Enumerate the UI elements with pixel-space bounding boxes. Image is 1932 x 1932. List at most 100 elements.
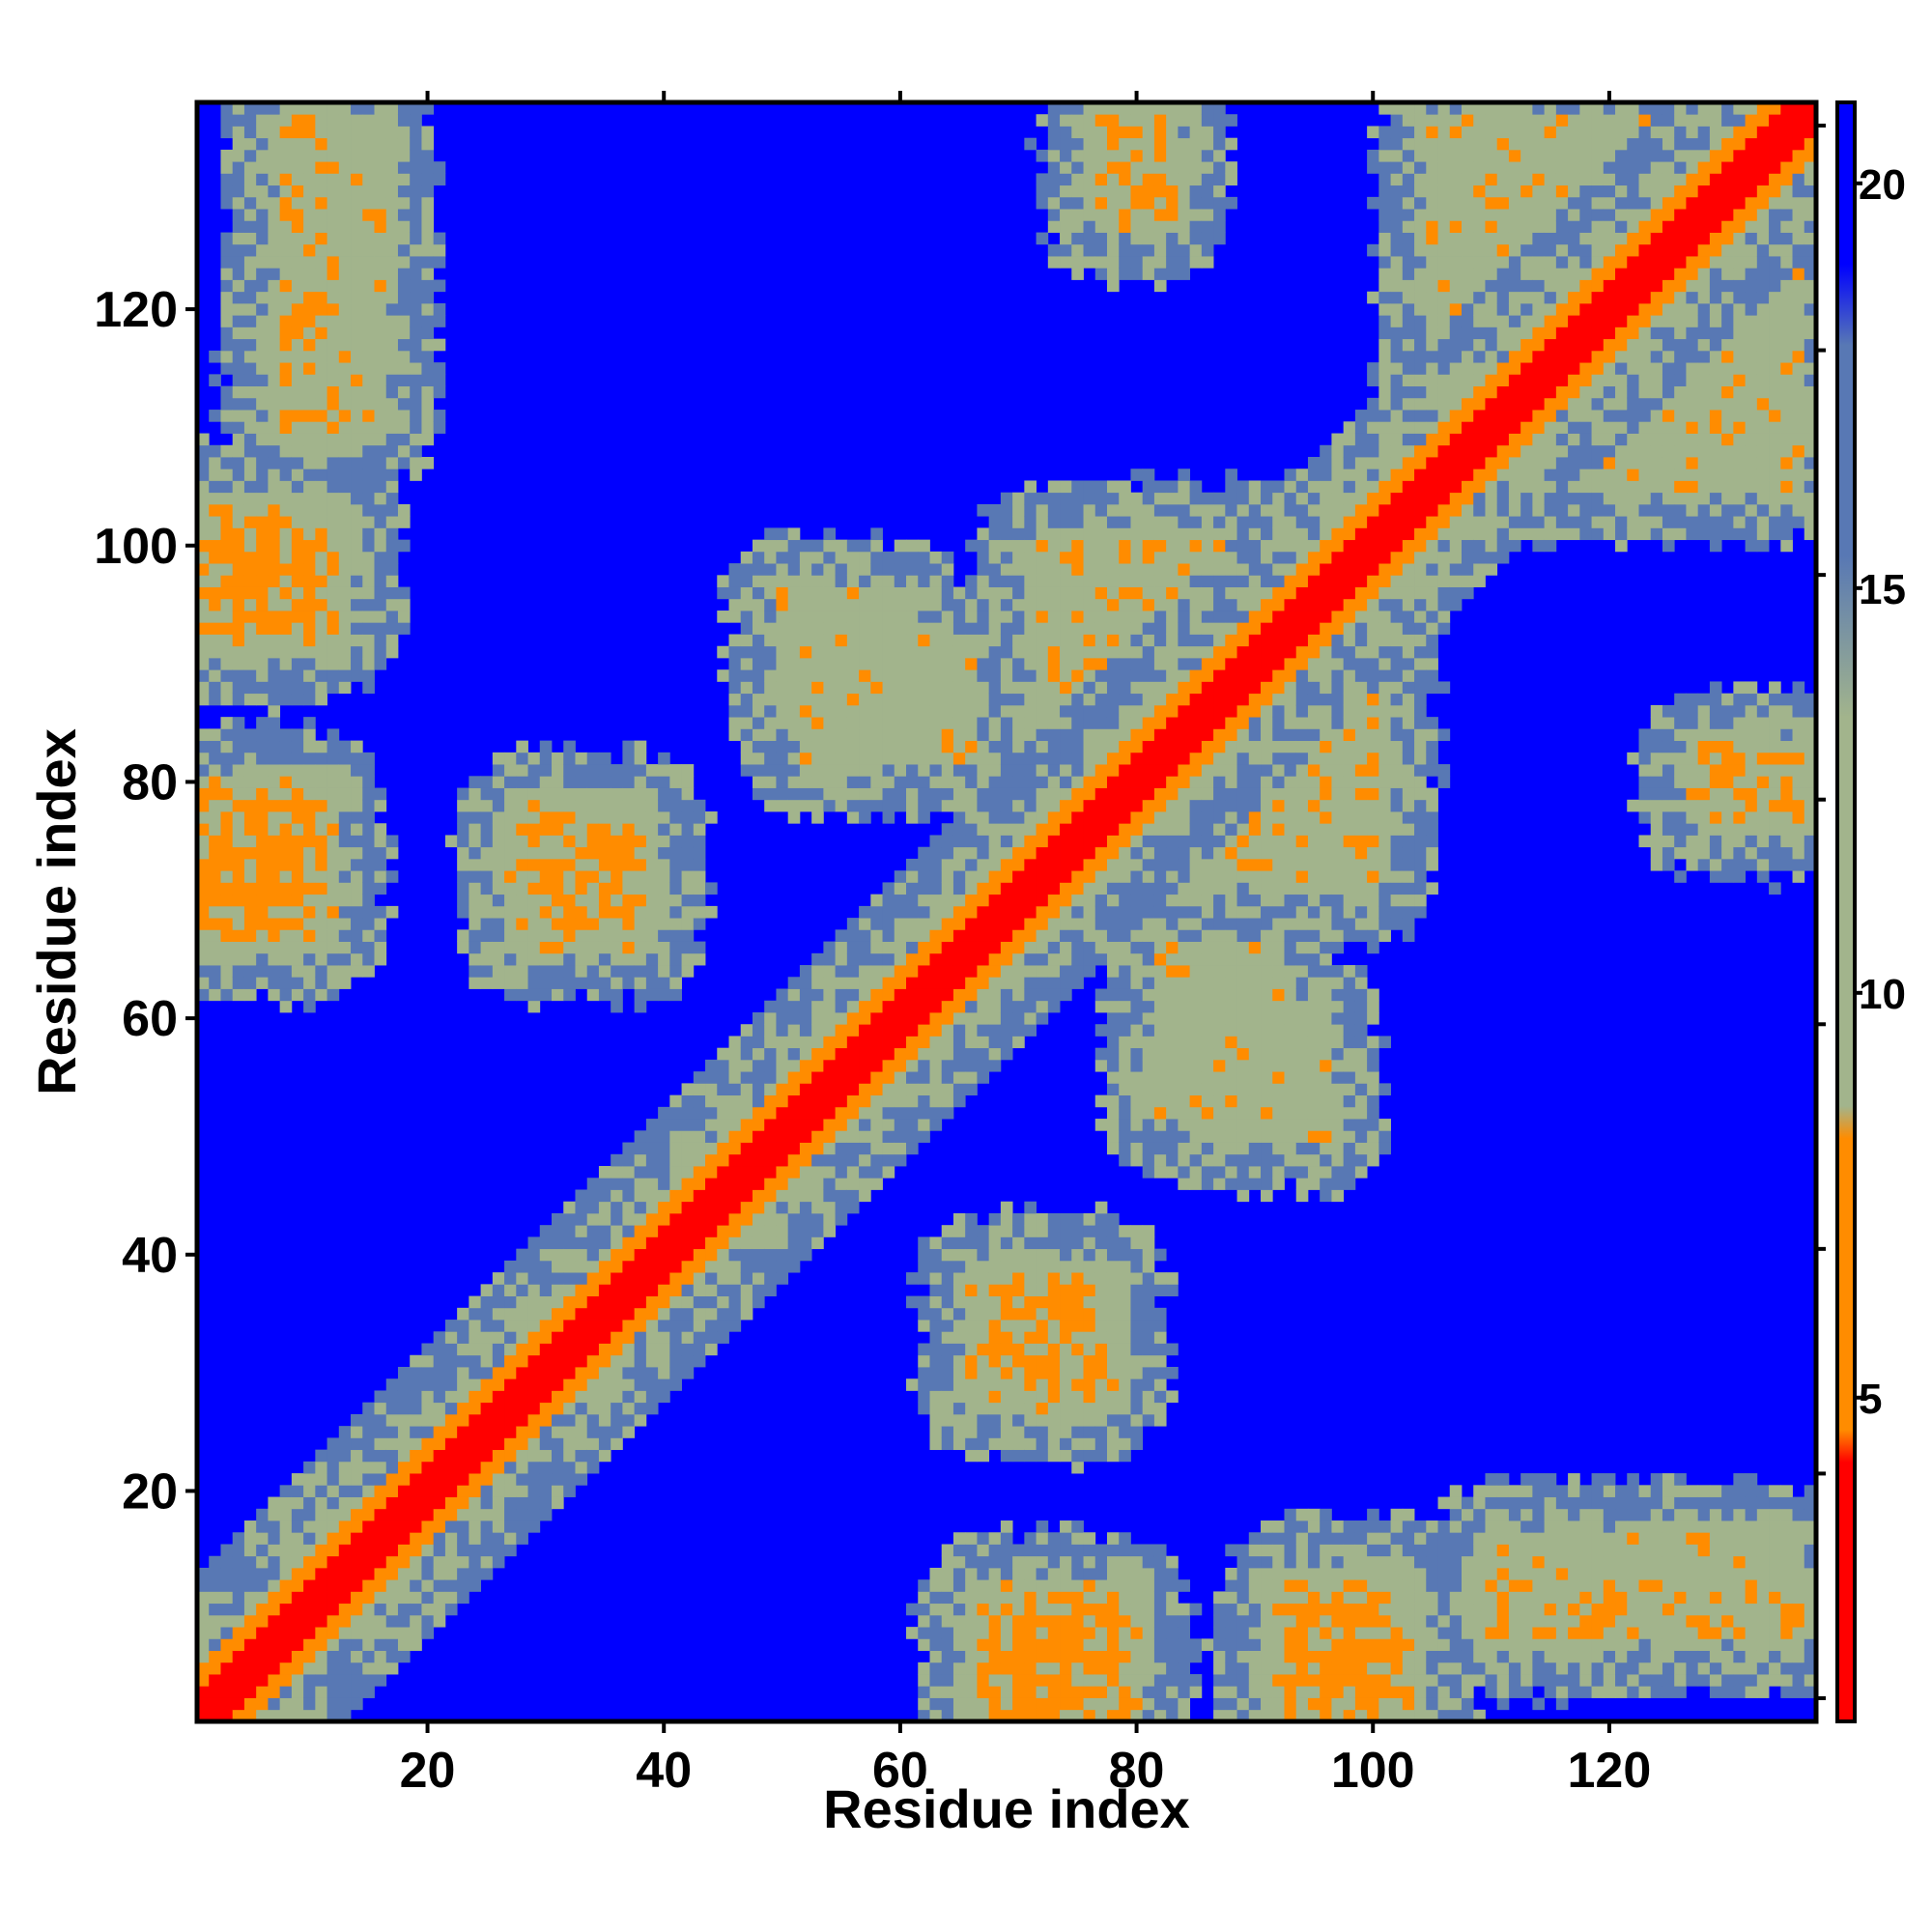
heatmap-cell [397,433,411,446]
heatmap-cell [1000,516,1013,528]
heatmap-cell [882,740,895,753]
heatmap-cell [1106,503,1120,517]
heatmap-cell [516,1320,528,1332]
heatmap-cell [243,870,257,883]
heatmap-cell [243,161,257,174]
heatmap-cell [504,1378,517,1391]
heatmap-cell [977,823,990,836]
heatmap-cell [634,918,647,930]
heatmap-cell [256,444,269,458]
heatmap-cell [303,563,316,576]
heatmap-cell [823,776,837,788]
heatmap-cell [835,1036,848,1049]
heatmap-cell [1012,988,1025,1002]
heatmap-cell [681,1320,695,1332]
heatmap-cell [1047,941,1061,954]
heatmap-cell [563,1284,576,1296]
heatmap-cell [480,1449,494,1463]
heatmap-cell [1060,1603,1072,1616]
heatmap-cell [1036,1225,1049,1237]
heatmap-cell [882,965,895,978]
heatmap-cell [799,1106,812,1120]
heatmap-cell [941,1248,954,1262]
heatmap-cell [516,1378,528,1391]
heatmap-cell [870,1142,883,1155]
heatmap-cell [303,444,316,458]
heatmap-cell [1000,1295,1013,1309]
heatmap-cell [622,1295,636,1309]
heatmap-cell [918,776,930,788]
heatmap-cell [1094,669,1108,682]
heatmap-cell [941,1579,954,1592]
heatmap-cell [929,1024,943,1037]
heatmap-cell [645,1390,659,1404]
heatmap-cell [527,1366,541,1379]
heatmap-cell [303,302,316,316]
heatmap-cell [374,1579,387,1592]
heatmap-cell [1047,882,1061,895]
heatmap-cell [291,1709,304,1722]
heatmap-cell [563,1413,576,1427]
heatmap-cell [846,539,860,553]
heatmap-cell [965,1426,978,1438]
heatmap-cell [338,787,352,801]
heatmap-cell [941,1331,954,1344]
heatmap-cell [256,952,269,966]
heatmap-cell [327,1473,340,1486]
heatmap-cell [1000,717,1013,729]
heatmap-cell [539,1284,553,1296]
heatmap-cell [977,870,990,883]
heatmap-cell [1036,811,1049,824]
heatmap-cell [457,787,469,801]
heatmap-cell [243,279,257,293]
heatmap-cell [859,622,871,635]
heatmap-cell [256,279,269,293]
heatmap-cell [988,1320,1002,1332]
heatmap-cell [965,1000,978,1013]
heatmap-cell [374,1449,387,1463]
heatmap-cell [764,539,777,553]
heatmap-cell [385,480,399,494]
heatmap-cell [941,1555,954,1569]
heatmap-cell [374,302,387,316]
heatmap-cell [1060,149,1072,162]
heatmap-cell [586,1260,600,1273]
heatmap-cell [268,858,281,871]
heatmap-cell [362,114,375,127]
heatmap-cell [988,669,1002,682]
heatmap-cell [1047,870,1061,883]
heatmap-cell [362,645,375,659]
heatmap-cell [929,634,943,647]
heatmap-cell [929,787,943,801]
heatmap-cell [586,905,600,919]
heatmap-cell [385,575,399,587]
heatmap-cell [385,173,399,186]
heatmap-cell [374,527,387,541]
heatmap-cell [1036,740,1049,753]
heatmap-cell [952,1402,966,1415]
heatmap-cell [268,1627,281,1639]
heatmap-cell [988,1390,1002,1404]
heatmap-cell [243,350,257,363]
heatmap-cell [941,728,954,742]
heatmap-cell [965,1697,978,1711]
heatmap-cell [209,988,221,1002]
heatmap-cell [752,1083,765,1096]
heatmap-cell [552,1248,564,1262]
heatmap-cell [410,196,422,210]
heatmap-cell [598,1166,611,1179]
heatmap-cell [906,740,919,753]
heatmap-cell [492,835,505,848]
heatmap-cell [315,492,327,505]
heatmap-cell [882,799,895,812]
heatmap-cell [669,1153,682,1167]
heatmap-cell [303,929,316,942]
heatmap-cell [1071,717,1084,729]
heatmap-cell [717,1166,729,1179]
heatmap-cell [197,752,210,765]
heatmap-cell [988,1567,1002,1580]
heatmap-cell [977,1591,990,1605]
heatmap-cell [516,1284,528,1296]
heatmap-cell [965,1059,978,1072]
heatmap-cell [977,717,990,729]
